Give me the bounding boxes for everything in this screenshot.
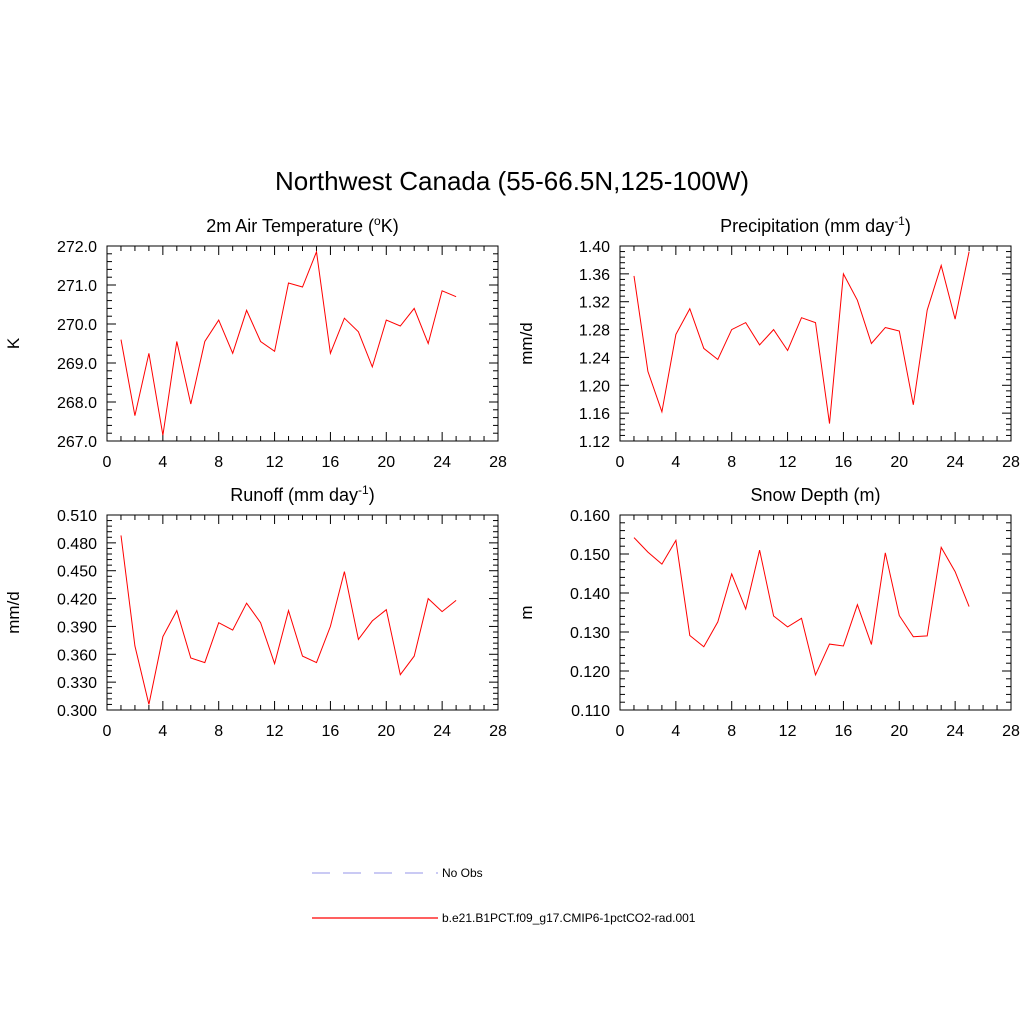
x-tick-label: 8: [727, 723, 736, 740]
x-tick-label: 24: [433, 723, 451, 740]
x-tick-label: 20: [377, 454, 395, 471]
plot-frame: [619, 514, 1012, 711]
y-axis-label: m: [517, 605, 536, 619]
x-tick-label: 4: [158, 723, 167, 740]
x-tick-label: 0: [616, 723, 625, 740]
y-tick-label: 0.360: [57, 647, 97, 664]
x-tick-label: 8: [214, 723, 223, 740]
y-tick-label: 1.20: [579, 378, 610, 395]
y-tick-label: 0.140: [570, 586, 610, 603]
x-tick-label: 20: [890, 454, 908, 471]
x-tick-label: 12: [266, 723, 284, 740]
plot-frame: [619, 245, 1012, 442]
panel-title: Precipitation (mm day-1): [720, 214, 911, 236]
x-tick-label: 4: [671, 454, 680, 471]
x-tick-label: 12: [779, 454, 797, 471]
x-tick-label: 8: [214, 454, 223, 471]
y-tick-label: 270.0: [57, 317, 97, 334]
plot-frame: [106, 245, 499, 442]
x-tick-label: 12: [266, 454, 284, 471]
y-tick-label: 1.24: [579, 350, 610, 367]
legend-item: No Obs: [312, 866, 483, 880]
series-line: [120, 535, 457, 705]
y-tick-label: 0.450: [57, 564, 97, 581]
x-tick-label: 8: [727, 454, 736, 471]
legend-item: b.e21.B1PCT.f09_g17.CMIP6-1pctCO2-rad.00…: [312, 911, 696, 925]
legend: No Obs b.e21.B1PCT.f09_g17.CMIP6-1pctCO2-…: [312, 866, 696, 925]
y-tick-label: 268.0: [57, 395, 97, 412]
x-tick-label: 4: [158, 454, 167, 471]
y-tick-label: 1.16: [579, 406, 610, 423]
x-tick-label: 28: [1002, 723, 1020, 740]
plot-frame: [106, 514, 499, 711]
y-tick-label: 0.330: [57, 675, 97, 692]
y-tick-label: 0.480: [57, 536, 97, 553]
y-tick-label: 0.390: [57, 619, 97, 636]
panel-snow-depth: Snow Depth (m) m 0 4 8 12 16 20 24 28 0.110 0.120 0.…: [517, 485, 1020, 740]
y-tick-label: 0.120: [570, 664, 610, 681]
y-tick-label: 0.130: [570, 625, 610, 642]
x-tick-label: 16: [322, 723, 340, 740]
y-tick-label: 1.32: [579, 295, 610, 312]
x-tick-label: 20: [890, 723, 908, 740]
y-tick-label: 267.0: [57, 434, 97, 451]
y-tick-label: 1.40: [579, 239, 610, 256]
y-tick-label: 272.0: [57, 239, 97, 256]
panel-runoff: Runoff (mm day-1) mm/d 0 4 8 12 16 20 24 28 0.300 0…: [4, 483, 507, 740]
y-tick-label: 0.420: [57, 592, 97, 609]
legend-label: No Obs: [442, 866, 483, 880]
panel-precipitation: Precipitation (mm day-1) mm/d 0 4 8 12 16 20 24 2…: [517, 214, 1020, 471]
y-tick-label: 0.510: [57, 508, 97, 525]
x-tick-label: 24: [946, 723, 964, 740]
y-tick-label: 0.110: [571, 703, 610, 720]
x-tick-label: 0: [103, 454, 112, 471]
y-axis-label: mm/d: [517, 322, 536, 365]
x-tick-label: 4: [671, 723, 680, 740]
panel-title: Runoff (mm day-1): [230, 483, 374, 505]
x-tick-label: 28: [489, 454, 507, 471]
x-tick-label: 24: [433, 454, 451, 471]
panels-container: 2m Air Temperature (oK) K 0 4 8 12 16 20 24 28 267…: [4, 214, 1020, 740]
x-tick-label: 0: [103, 723, 112, 740]
legend-label: b.e21.B1PCT.f09_g17.CMIP6-1pctCO2-rad.00…: [442, 911, 696, 925]
x-tick-label: 28: [489, 723, 507, 740]
x-tick-label: 16: [322, 454, 340, 471]
y-axis-label: K: [4, 337, 23, 349]
y-tick-label: 269.0: [57, 356, 97, 373]
y-tick-label: 1.36: [579, 267, 610, 284]
x-tick-label: 24: [946, 454, 964, 471]
y-tick-label: 1.12: [579, 434, 610, 451]
x-tick-label: 0: [616, 454, 625, 471]
y-tick-label: 1.28: [579, 323, 610, 340]
y-tick-label: 0.300: [57, 703, 97, 720]
figure-title: Northwest Canada (55-66.5N,125-100W): [275, 166, 749, 196]
panel-temperature: 2m Air Temperature (oK) K 0 4 8 12 16 20 24 28 267…: [4, 214, 507, 471]
series-line: [633, 537, 970, 677]
panel-title: 2m Air Temperature (oK): [206, 214, 398, 236]
x-tick-label: 20: [377, 723, 395, 740]
y-axis-label: mm/d: [4, 591, 23, 634]
x-tick-label: 28: [1002, 454, 1020, 471]
y-tick-label: 0.150: [570, 547, 610, 564]
panel-title: Snow Depth (m): [750, 485, 880, 505]
x-tick-label: 12: [779, 723, 797, 740]
y-tick-label: 271.0: [57, 278, 97, 295]
series-line: [633, 251, 970, 424]
x-tick-label: 16: [835, 723, 853, 740]
y-tick-label: 0.160: [570, 508, 610, 525]
x-tick-label: 16: [835, 454, 853, 471]
series-line: [120, 249, 457, 436]
